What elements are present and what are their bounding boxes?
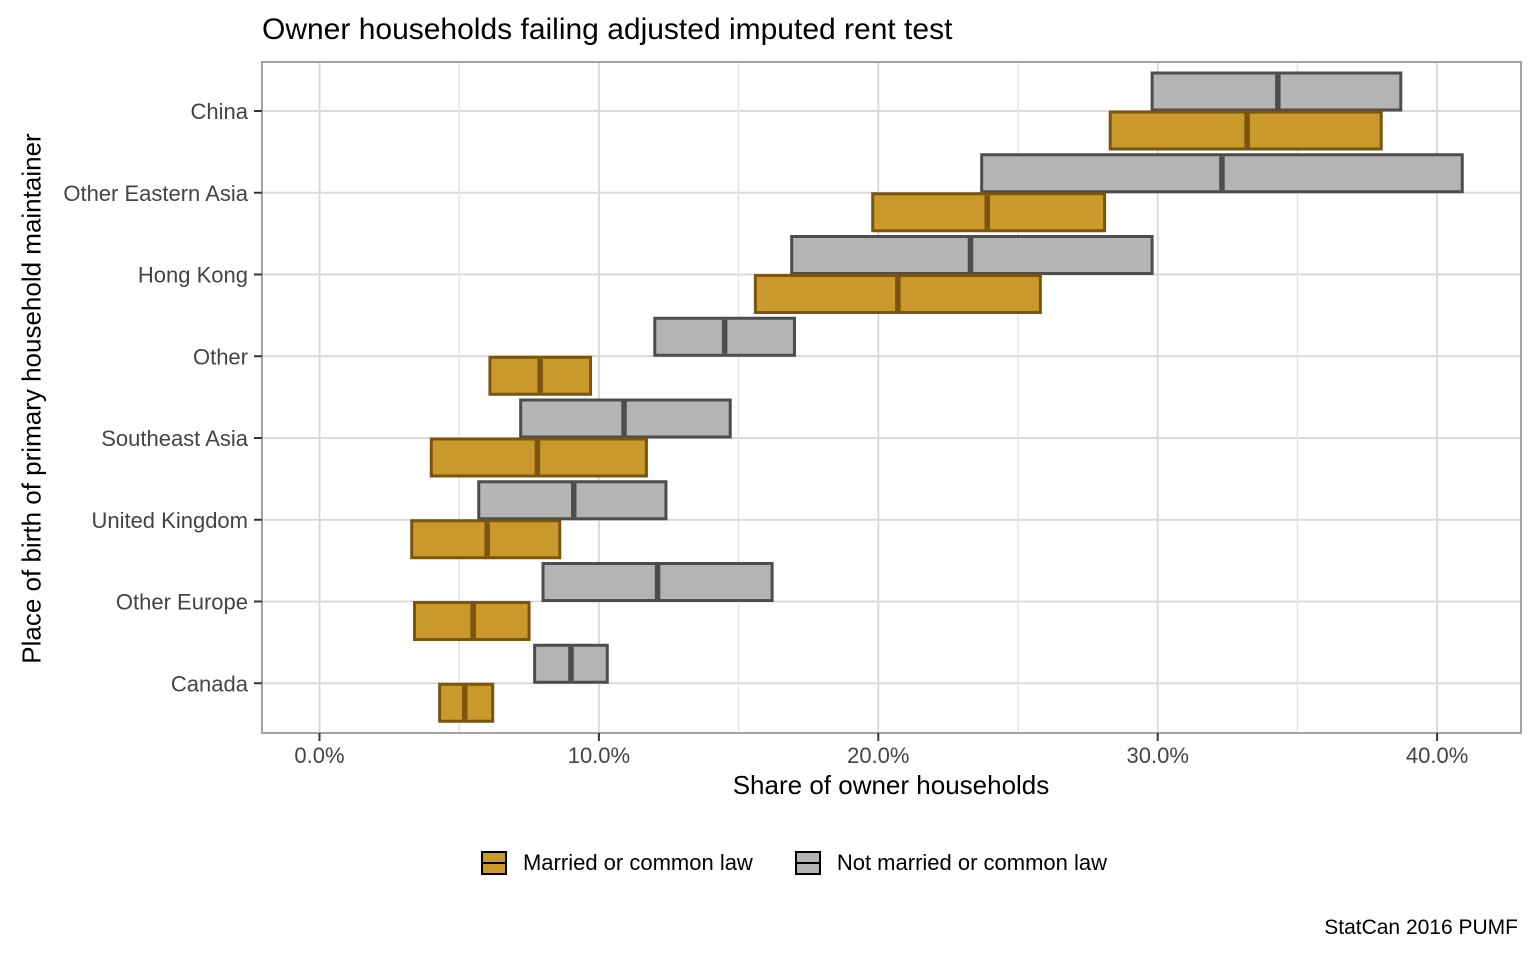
x-tick-label: 40.0% bbox=[1406, 743, 1468, 768]
crossbar-midline bbox=[654, 565, 661, 599]
crossbar-midline bbox=[534, 440, 541, 475]
legend-item-not-married: Not married or common law bbox=[794, 850, 1108, 876]
crossbar-midline bbox=[895, 277, 901, 311]
y-axis-title: Place of birth of primary household main… bbox=[16, 133, 47, 664]
chart-title: Owner households failing adjusted impute… bbox=[262, 13, 953, 46]
x-tick-label: 10.0% bbox=[568, 743, 630, 768]
y-tick-label: Canada bbox=[171, 671, 249, 696]
panel-border bbox=[261, 61, 1522, 734]
crossbar-midline bbox=[1219, 156, 1225, 191]
x-tick-label: 20.0% bbox=[847, 743, 909, 768]
x-tick-label: 30.0% bbox=[1127, 743, 1189, 768]
crossbar-midline bbox=[621, 401, 627, 436]
crossbar-midline bbox=[1275, 74, 1281, 109]
legend-label-not-married: Not married or common law bbox=[836, 850, 1108, 875]
source-caption: StatCan 2016 PUMF bbox=[1324, 916, 1518, 939]
crossbar-midline bbox=[470, 604, 476, 638]
y-tick-label: Southeast Asia bbox=[101, 426, 249, 451]
crossbar-midline bbox=[571, 483, 577, 518]
y-tick-label: United Kingdom bbox=[91, 508, 248, 533]
crossbar-midline bbox=[537, 358, 543, 393]
crossbar-midline bbox=[462, 685, 468, 720]
not-married-crossbar-key-icon bbox=[794, 851, 821, 875]
crossbar-midline bbox=[721, 319, 728, 354]
crossbar-midline bbox=[984, 195, 991, 230]
crossbar-midline bbox=[568, 646, 574, 681]
crossbar-midline bbox=[1244, 113, 1250, 148]
x-tick-label: 0.0% bbox=[294, 743, 344, 768]
x-axis-title: Share of owner households bbox=[732, 770, 1050, 800]
y-tick-label: China bbox=[191, 99, 249, 124]
y-tick-label: Other bbox=[193, 344, 248, 369]
crossbar-midline bbox=[967, 238, 974, 272]
legend-label-married: Married or common law bbox=[522, 850, 753, 875]
crossbar-midline bbox=[484, 522, 490, 557]
legend-item-married: Married or common law bbox=[480, 850, 753, 876]
married-crossbar-key-icon bbox=[480, 851, 507, 875]
y-tick-label: Other Eastern Asia bbox=[63, 181, 248, 206]
y-tick-label: Hong Kong bbox=[138, 263, 248, 288]
legend: Married or common law Not married or com… bbox=[26, 850, 1536, 876]
y-tick-label: Other Europe bbox=[116, 590, 248, 615]
